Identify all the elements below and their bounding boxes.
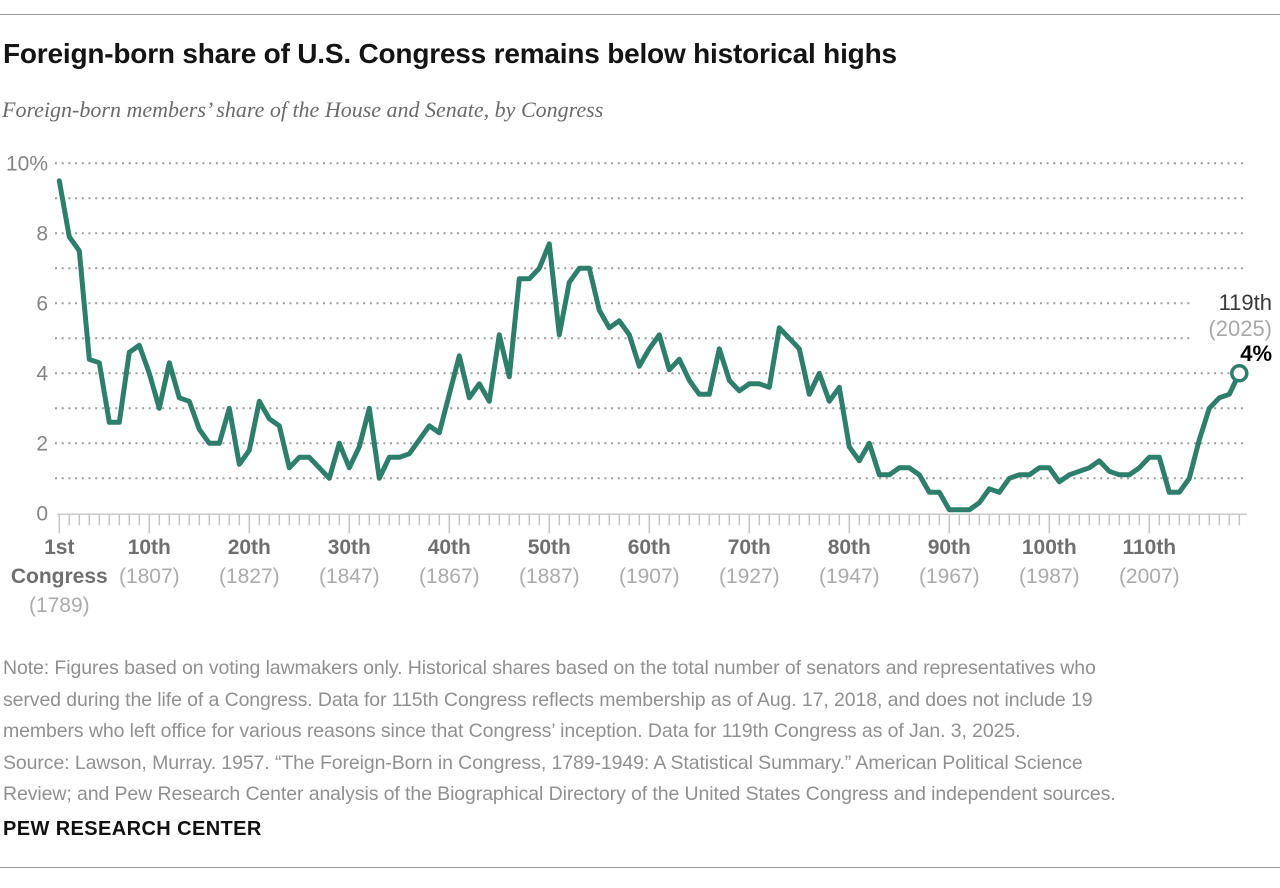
x-axis-label: 100th — [1022, 536, 1077, 559]
y-axis-label: 4 — [36, 362, 48, 385]
data-line — [56, 178, 1242, 513]
x-axis-label: (1847) — [319, 565, 380, 588]
x-axis-label: 1st — [44, 536, 74, 559]
note-line: served during the life of a Congress. Da… — [3, 688, 1093, 711]
x-axis-label: (2007) — [1119, 565, 1180, 588]
note-line: Note: Figures based on voting lawmakers … — [3, 657, 1096, 679]
pew-research-center-logo: PEW RESEARCH CENTER — [3, 818, 262, 840]
x-axis-label: 110th — [1122, 536, 1176, 559]
x-axis-label: 10th — [128, 536, 171, 559]
y-axis-label: 2 — [36, 432, 48, 455]
x-axis-label: (1967) — [919, 565, 980, 588]
x-axis-label: 60th — [628, 536, 671, 559]
note-text: Note: Figures based on voting lawmakers … — [3, 653, 1116, 811]
x-axis-label: 80th — [828, 536, 871, 559]
x-axis-label: (1887) — [519, 565, 580, 588]
y-axis-label: 10% — [6, 152, 48, 175]
x-axis-label: Congress — [11, 565, 108, 588]
annotation-year: (2025) — [1208, 316, 1272, 341]
x-axis-label: (1947) — [819, 565, 880, 588]
x-axis-label: (1907) — [619, 565, 680, 588]
x-axis-label: (1987) — [1019, 565, 1080, 588]
x-axis-label: (1807) — [119, 565, 180, 588]
x-axis-label: 30th — [328, 536, 371, 559]
source-line: Review; and Pew Research Center analysis… — [3, 783, 1116, 805]
x-axis-label: (1827) — [219, 565, 280, 588]
source-line: Source: Lawson, Murray. 1957. “The Forei… — [3, 751, 1083, 774]
top-divider — [0, 14, 1280, 15]
y-axis-label: 6 — [36, 292, 48, 315]
page-subtitle: Foreign-born members’ share of the House… — [2, 97, 604, 122]
annotation-congress: 119th — [1219, 290, 1272, 315]
x-axis-label: 50th — [528, 536, 571, 559]
page-title: Foreign-born share of U.S. Congress rema… — [3, 38, 897, 69]
x-axis-label: (1867) — [419, 565, 480, 588]
x-axis-label: 70th — [728, 536, 771, 559]
bottom-divider — [0, 867, 1280, 868]
note-line: members who left office for various reas… — [3, 720, 1021, 742]
annotation-value: 4% — [1240, 341, 1272, 366]
x-axis-label: 40th — [428, 536, 471, 559]
annotation-backdrop — [1190, 290, 1278, 362]
x-axis-label: (1789) — [29, 594, 90, 617]
x-axis-label: 20th — [228, 536, 271, 559]
endpoint-marker — [1230, 364, 1249, 383]
x-axis-label: (1927) — [719, 565, 780, 588]
x-axis-label: 90th — [928, 536, 971, 559]
y-axis-label: 8 — [36, 222, 48, 245]
y-axis-label: 0 — [36, 502, 48, 525]
